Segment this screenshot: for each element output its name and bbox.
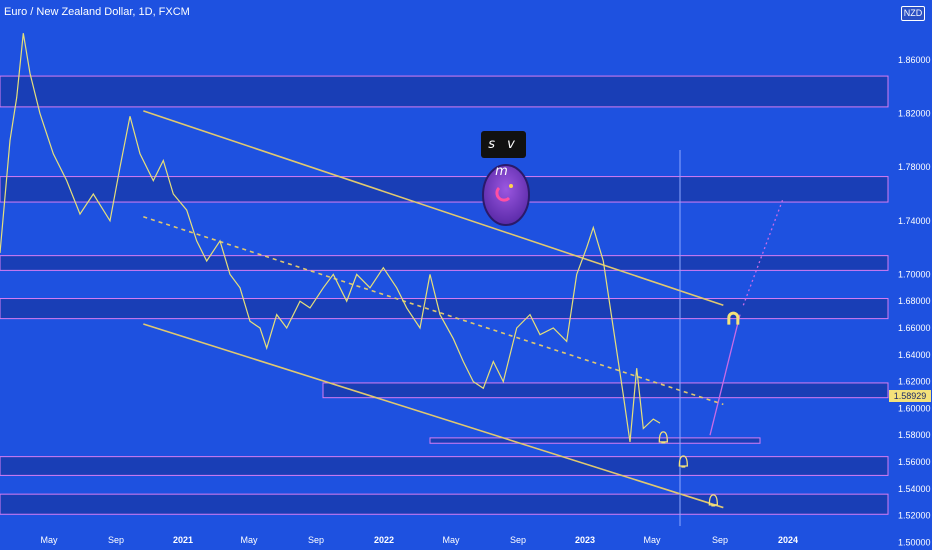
y-tick-label: 1.64000 bbox=[898, 350, 931, 360]
last-price-badge: 1.58929 bbox=[889, 390, 931, 402]
alert-bell-icon bbox=[708, 494, 718, 507]
y-tick-label: 1.86000 bbox=[898, 55, 931, 65]
zones-layer bbox=[0, 75, 889, 515]
price-layer bbox=[0, 33, 661, 442]
sr-zone bbox=[0, 493, 889, 515]
channel-middle-line bbox=[143, 216, 724, 406]
y-tick-label: 1.74000 bbox=[898, 216, 931, 226]
y-axis: 1.86000 1.82000 1.78000 1.74000 1.70000 1.680… bbox=[898, 55, 931, 547]
lines-layer bbox=[143, 110, 784, 526]
svm-logo-text: s v m bbox=[481, 131, 526, 179]
sr-zone bbox=[0, 255, 889, 271]
sr-zone bbox=[0, 298, 889, 320]
y-tick-label: 1.82000 bbox=[898, 109, 931, 119]
sr-zone bbox=[322, 382, 889, 399]
y-tick-label: 1.70000 bbox=[898, 269, 931, 279]
currency-badge[interactable]: NZD bbox=[901, 6, 925, 21]
price-series-line bbox=[0, 33, 661, 442]
sr-zone bbox=[429, 437, 761, 444]
y-tick-label: 1.66000 bbox=[898, 323, 931, 333]
x-tick-label: May bbox=[643, 535, 661, 545]
chart-title: Euro / New Zealand Dollar, 1D, FXCM bbox=[4, 6, 190, 18]
x-tick-label: 2023 bbox=[575, 535, 595, 545]
y-tick-label: 1.56000 bbox=[898, 457, 931, 467]
alert-bell-icon bbox=[658, 431, 668, 444]
y-tick-label: 1.52000 bbox=[898, 511, 931, 521]
projection-line bbox=[709, 314, 741, 436]
x-tick-label: May bbox=[240, 535, 258, 545]
x-tick-label: Sep bbox=[308, 535, 324, 545]
y-tick-label: 1.58000 bbox=[898, 430, 931, 440]
sr-zone bbox=[0, 75, 889, 108]
x-tick-label: Sep bbox=[108, 535, 124, 545]
channel-upper-line bbox=[143, 110, 724, 306]
y-tick-label: 1.50000 bbox=[898, 537, 931, 547]
x-tick-label: 2024 bbox=[778, 535, 798, 545]
x-tick-label: 2022 bbox=[374, 535, 394, 545]
sr-zone bbox=[0, 176, 889, 203]
x-tick-label: May bbox=[40, 535, 58, 545]
x-tick-label: May bbox=[442, 535, 460, 545]
x-tick-label: Sep bbox=[510, 535, 526, 545]
y-tick-label: 1.54000 bbox=[898, 484, 931, 494]
sr-zone bbox=[0, 456, 889, 476]
y-tick-label: 1.78000 bbox=[898, 162, 931, 172]
channel-lower-line bbox=[143, 323, 724, 509]
magnet-icon bbox=[727, 311, 740, 325]
y-tick-label: 1.60000 bbox=[898, 403, 931, 413]
marker-layer bbox=[658, 311, 740, 507]
x-tick-label: Sep bbox=[712, 535, 728, 545]
alert-bell-icon bbox=[678, 455, 688, 468]
x-axis: May Sep 2021 May Sep 2022 May Sep 2023 May Sep 2024 bbox=[40, 535, 798, 545]
projection-dotted-line bbox=[742, 197, 784, 306]
x-tick-label: 2021 bbox=[173, 535, 193, 545]
svm-logo bbox=[482, 164, 530, 226]
y-tick-label: 1.68000 bbox=[898, 296, 931, 306]
y-tick-label: 1.62000 bbox=[898, 377, 931, 387]
